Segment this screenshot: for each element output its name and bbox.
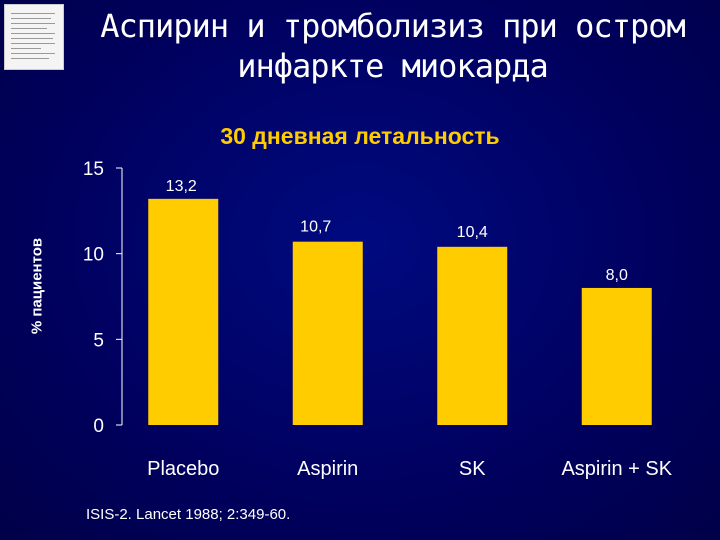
x-category-label: SK	[459, 458, 486, 480]
bar	[581, 287, 652, 425]
y-tick-label: 0	[93, 416, 104, 437]
slide-title: Аспирин и тромболизиз при остром инфаркт…	[100, 7, 686, 85]
bar-value-label: 10,7	[300, 219, 331, 236]
bar-value-label: 8,0	[606, 267, 628, 284]
x-category-label: Aspirin + SK	[561, 458, 672, 480]
bar	[148, 198, 219, 425]
bar-value-label: 13,2	[166, 178, 197, 195]
bar-value-label: 10,4	[457, 224, 488, 241]
chart-title: 30 дневная летальность	[220, 123, 500, 149]
document-thumbnail	[4, 4, 64, 70]
y-tick-label: 5	[93, 330, 104, 351]
bar	[292, 241, 363, 425]
bar	[437, 246, 508, 425]
y-tick-label: 15	[83, 159, 104, 180]
x-category-label: Aspirin	[297, 458, 358, 480]
source-footnote: ISIS-2. Lancet 1988; 2:349-60.	[86, 506, 291, 523]
y-tick-label: 10	[83, 245, 104, 266]
x-category-label: Placebo	[147, 458, 219, 480]
